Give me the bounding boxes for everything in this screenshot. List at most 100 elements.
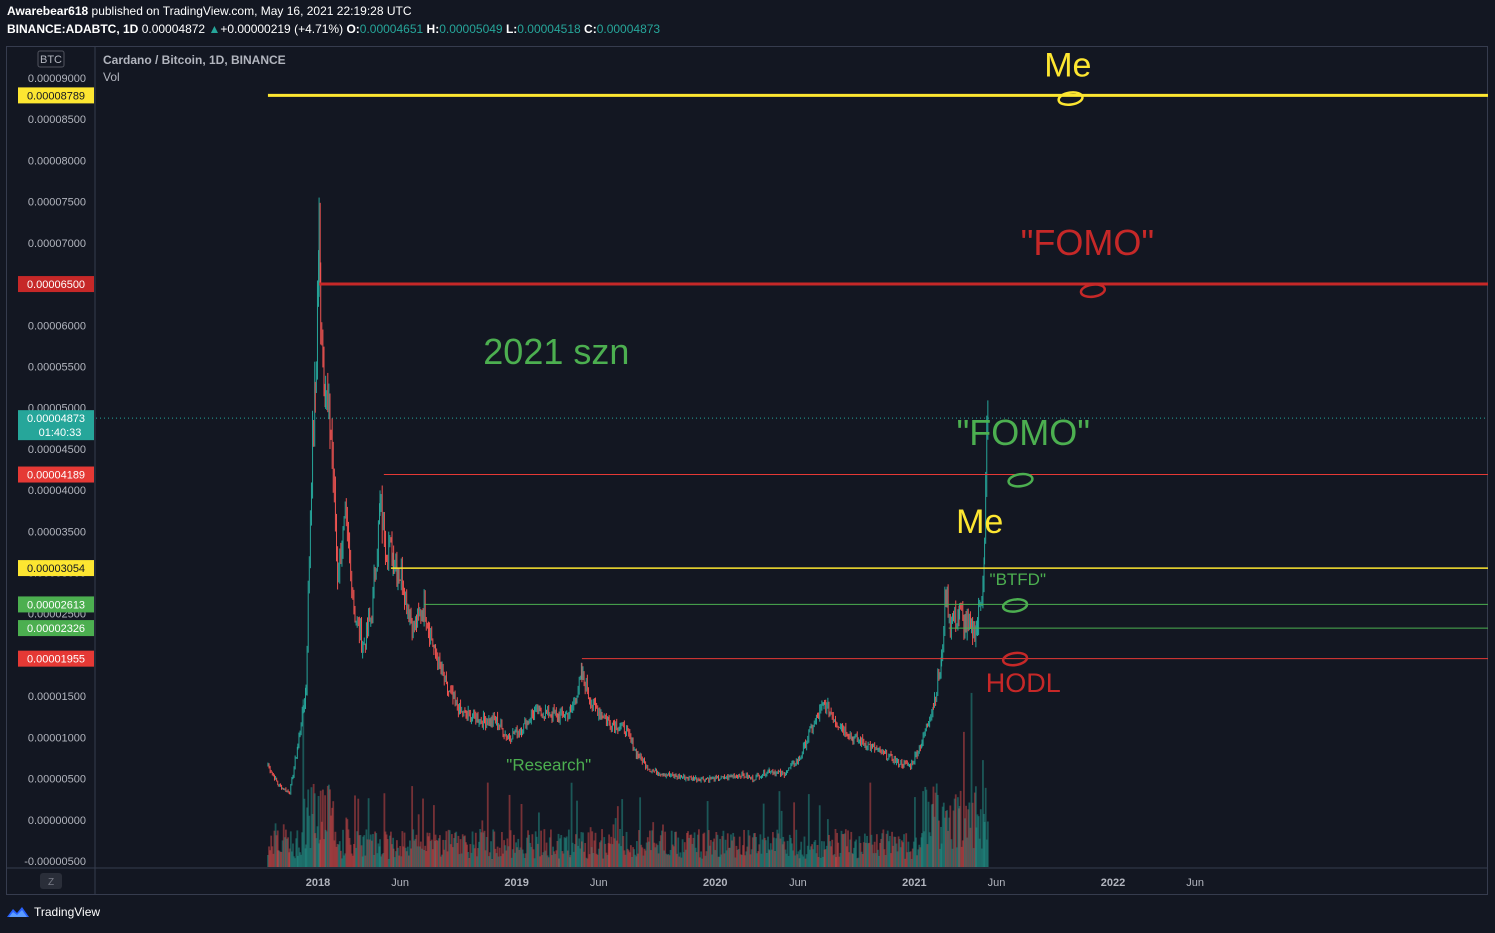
volume-bar bbox=[434, 840, 436, 867]
level-price-tag bbox=[18, 466, 94, 483]
volume-bar bbox=[528, 834, 531, 867]
z-button-frame[interactable] bbox=[40, 873, 62, 889]
volume-bar bbox=[862, 842, 865, 867]
y-tick-label: 0.00008000 bbox=[28, 155, 86, 167]
volume-bar bbox=[823, 849, 826, 867]
volume-bar bbox=[643, 848, 646, 867]
volume-bar bbox=[632, 847, 634, 867]
volume-bar bbox=[719, 838, 722, 867]
volume-bar bbox=[895, 843, 898, 867]
volume-bar bbox=[843, 833, 846, 867]
volume-bar bbox=[952, 810, 955, 867]
volume-bar bbox=[637, 853, 639, 867]
volume-bar bbox=[540, 830, 543, 867]
volume-bar bbox=[324, 795, 326, 867]
volume-bar bbox=[859, 843, 862, 867]
volume-bar bbox=[846, 846, 848, 867]
volume-bar bbox=[271, 846, 274, 867]
volume-bar bbox=[515, 842, 517, 867]
volume-bar bbox=[615, 840, 618, 867]
volume-bar bbox=[911, 848, 914, 867]
volume-bar bbox=[869, 782, 872, 867]
level-price-tag bbox=[18, 87, 94, 104]
volume-bar bbox=[413, 840, 416, 867]
volume-bar bbox=[805, 854, 808, 867]
annotation-text: "FOMO" bbox=[956, 412, 1090, 453]
volume-bar bbox=[544, 850, 547, 867]
volume-bar bbox=[826, 819, 829, 867]
volume-bar bbox=[556, 840, 559, 867]
volume-bar bbox=[948, 817, 951, 867]
scale-badge-frame[interactable] bbox=[37, 50, 65, 68]
volume-bar bbox=[379, 839, 381, 867]
volume-bar bbox=[849, 839, 852, 867]
volume-bar bbox=[668, 855, 671, 867]
volume-bar bbox=[336, 843, 339, 867]
volume-bar bbox=[688, 837, 691, 867]
volume-bar bbox=[677, 837, 680, 867]
volume-bar bbox=[276, 830, 279, 867]
volume-bar bbox=[378, 846, 381, 867]
volume-bar bbox=[814, 840, 817, 867]
volume-bar bbox=[358, 835, 361, 867]
volume-bar bbox=[787, 855, 790, 867]
volume-bar bbox=[294, 858, 297, 867]
volume-bar bbox=[745, 851, 748, 867]
volume-bar bbox=[982, 760, 984, 867]
volume-bar bbox=[491, 858, 494, 867]
volume-bar bbox=[324, 829, 327, 867]
volume-bar bbox=[317, 796, 320, 867]
volume-bar bbox=[910, 858, 913, 867]
volume-bar bbox=[619, 829, 621, 867]
volume-bar bbox=[946, 810, 948, 867]
volume-bar bbox=[296, 855, 299, 867]
volume-bar bbox=[770, 849, 773, 867]
volume-bar bbox=[598, 842, 601, 867]
volume-bar bbox=[326, 785, 329, 867]
volume-bar bbox=[536, 843, 539, 867]
volume-bar bbox=[409, 840, 411, 867]
volume-bar bbox=[842, 834, 845, 867]
volume-bar bbox=[479, 829, 482, 867]
volume-bar bbox=[521, 849, 524, 867]
volume-bar bbox=[505, 850, 508, 867]
volume-bar bbox=[958, 808, 960, 867]
volume-bar bbox=[353, 844, 355, 867]
volume-bar bbox=[392, 848, 395, 867]
volume-bar bbox=[684, 849, 687, 867]
volume-bar bbox=[857, 857, 860, 867]
chart-frame bbox=[6, 46, 1488, 895]
volume-bar bbox=[781, 844, 784, 867]
volume-bar bbox=[441, 854, 443, 867]
volume-bar bbox=[792, 850, 794, 867]
volume-bar bbox=[542, 852, 545, 867]
volume-bar bbox=[658, 841, 661, 867]
y-tick-label: 0.00003500 bbox=[28, 526, 86, 538]
scale-badge[interactable]: BTC bbox=[40, 54, 62, 66]
volume-bar bbox=[639, 797, 642, 867]
volume-bar bbox=[538, 812, 540, 867]
volume-bar bbox=[305, 844, 307, 867]
volume-bar bbox=[302, 699, 305, 867]
volume-bar bbox=[687, 831, 689, 867]
volume-bar bbox=[392, 837, 394, 867]
volume-bar bbox=[307, 789, 310, 867]
volume-bar bbox=[761, 839, 764, 867]
volume-bar bbox=[431, 849, 434, 867]
volume-bar bbox=[301, 832, 304, 867]
volume-bar bbox=[812, 849, 815, 867]
volume-bar bbox=[627, 850, 630, 867]
volume-bar bbox=[551, 855, 553, 867]
z-button[interactable]: Z bbox=[48, 877, 54, 888]
volume-bar bbox=[702, 833, 705, 867]
volume-bar bbox=[435, 840, 438, 867]
volume-bar bbox=[595, 853, 598, 867]
volume-bar bbox=[520, 803, 523, 867]
volume-bar bbox=[799, 849, 802, 867]
volume-bar bbox=[785, 853, 788, 867]
level-price-tag bbox=[18, 560, 94, 577]
volume-bar bbox=[388, 835, 391, 867]
volume-bar bbox=[429, 841, 432, 867]
volume-bar bbox=[705, 851, 708, 867]
